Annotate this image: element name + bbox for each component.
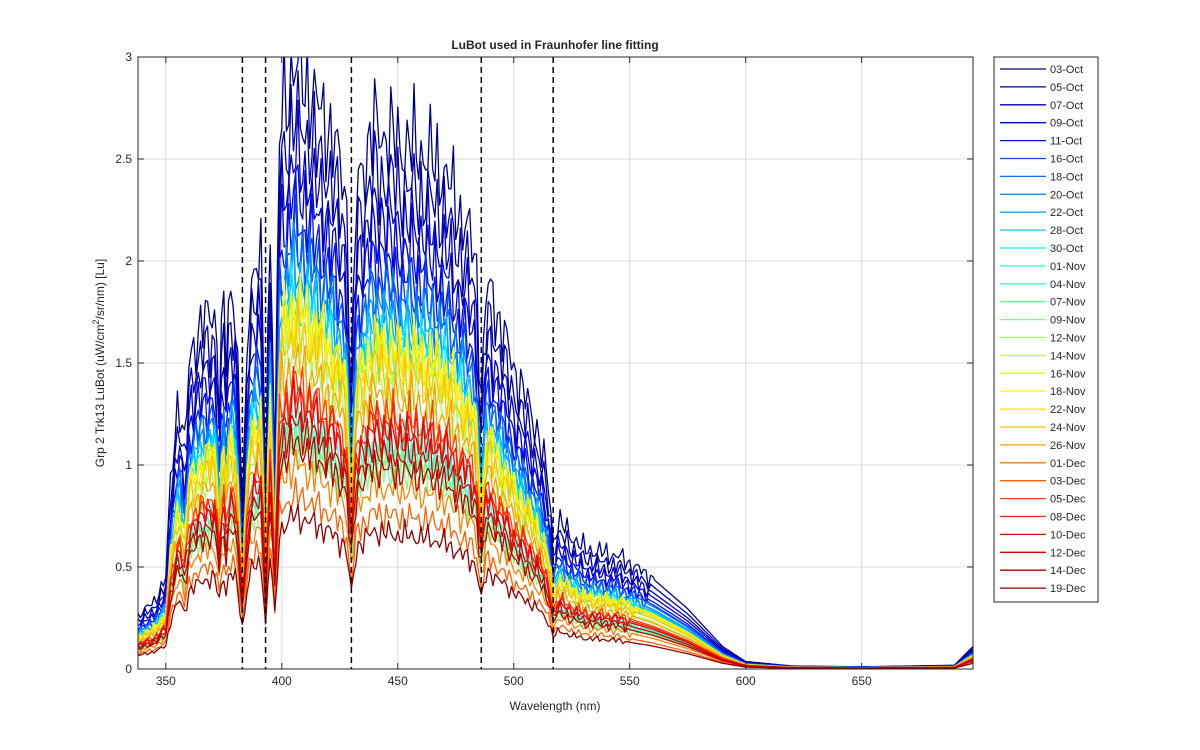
legend: 03-Oct 05-Oct 07-Oct 09-Oct 11-Oct 16-Oct 18-O…: [993, 56, 1099, 603]
x-axis-label: Wavelength (nm): [510, 699, 601, 713]
legend-label: 03-Dec: [1050, 476, 1086, 488]
legend-label: 14-Nov: [1050, 350, 1086, 362]
legend-label: 16-Nov: [1050, 368, 1086, 380]
legend-label: 20-Oct: [1050, 189, 1083, 201]
legend-label: 22-Oct: [1050, 207, 1083, 219]
legend-label: 14-Dec: [1050, 565, 1086, 577]
y-axis-label: Grp 2 Trk13 LuBot (uW/cm2/sr/nm) [Lu]: [91, 259, 107, 467]
legend-label: 09-Oct: [1050, 118, 1083, 130]
legend-label: 01-Dec: [1050, 458, 1086, 470]
y-tick-label: 0.5: [115, 560, 132, 574]
y-tick-label: 0: [125, 662, 132, 676]
fraunhofer-lines: [241, 57, 554, 669]
x-tick-label: 550: [620, 674, 640, 688]
legend-label: 09-Nov: [1050, 315, 1086, 327]
legend-label: 12-Dec: [1050, 547, 1086, 559]
x-ticks: 350 400 450 500 550 600 650: [156, 57, 872, 688]
legend-label: 01-Nov: [1050, 261, 1086, 273]
legend-label: 16-Oct: [1050, 154, 1083, 166]
legend-label: 05-Dec: [1050, 494, 1086, 506]
series-line: [138, 504, 973, 669]
y-tick-label: 2.5: [115, 152, 132, 166]
x-tick-label: 450: [388, 674, 408, 688]
y-tick-label: 1.5: [115, 356, 132, 370]
legend-label: 07-Oct: [1050, 100, 1083, 112]
y-tick-label: 3: [125, 50, 132, 64]
x-tick-label: 400: [272, 674, 292, 688]
y-ticks: 0 0.5 1 1.5 2 2.5 3: [115, 50, 973, 676]
legend-label: 08-Dec: [1050, 512, 1086, 524]
x-tick-label: 350: [156, 674, 176, 688]
legend-label: 04-Nov: [1050, 279, 1086, 291]
x-tick-label: 600: [736, 674, 756, 688]
legend-label: 30-Oct: [1050, 243, 1083, 255]
legend-label: 19-Dec: [1050, 583, 1086, 595]
legend-label: 12-Nov: [1050, 333, 1086, 345]
legend-box: [993, 56, 1099, 603]
legend-label: 22-Nov: [1050, 404, 1086, 416]
legend-label: 11-Oct: [1050, 136, 1082, 148]
chart-title: LuBot used in Fraunhofer line fitting: [451, 38, 658, 52]
legend-label: 28-Oct: [1050, 225, 1083, 237]
legend-label: 26-Nov: [1050, 440, 1086, 452]
legend-label: 18-Nov: [1050, 386, 1086, 398]
x-tick-label: 650: [852, 674, 872, 688]
legend-label: 24-Nov: [1050, 422, 1086, 434]
legend-label: 05-Oct: [1050, 82, 1083, 94]
x-tick-label: 500: [504, 674, 524, 688]
legend-label: 07-Nov: [1050, 297, 1086, 309]
series-lines: [138, 57, 973, 669]
legend-label: 03-Oct: [1050, 64, 1083, 76]
y-tick-label: 2: [125, 254, 132, 268]
legend-label: 18-Oct: [1050, 171, 1083, 183]
legend-label: 10-Dec: [1050, 529, 1086, 541]
y-tick-label: 1: [125, 458, 132, 472]
